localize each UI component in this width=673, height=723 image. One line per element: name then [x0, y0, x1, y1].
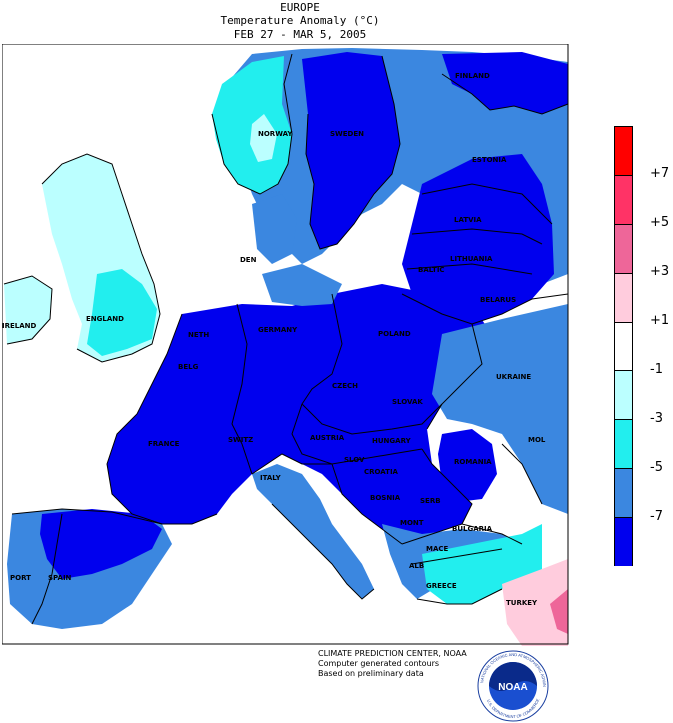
- label-spain: SPAIN: [48, 574, 72, 582]
- legend-swatch: [615, 127, 632, 176]
- label-belarus: BELARUS: [480, 296, 516, 304]
- label-austria: AUSTRIA: [310, 434, 345, 442]
- legend-tick: +5: [650, 215, 670, 230]
- label-switz: SWITZ: [228, 436, 253, 444]
- anomaly-zone-norway-core: [250, 114, 277, 162]
- legend-swatch: [615, 322, 632, 372]
- legend-tick: +1: [650, 313, 670, 328]
- label-turkey: TURKEY: [506, 599, 538, 607]
- label-bosnia: BOSNIA: [370, 494, 401, 502]
- anomaly-zone-central-europe: [107, 284, 492, 544]
- anomaly-zone-denmark: [252, 194, 297, 264]
- legend-swatch: [615, 224, 632, 274]
- label-mace: MACE: [426, 545, 449, 553]
- label-baltic: BALTIC: [418, 266, 445, 274]
- label-latvia: LATVIA: [454, 216, 482, 224]
- label-den: DEN: [240, 256, 257, 264]
- label-england: ENGLAND: [86, 315, 124, 323]
- label-germany: GERMANY: [258, 326, 298, 334]
- anomaly-zone-spain-core: [40, 509, 162, 579]
- label-greece: GREECE: [426, 582, 457, 590]
- label-slov: SLOV: [344, 456, 365, 464]
- label-czech: CZECH: [332, 382, 358, 390]
- anomaly-zone-finland: [442, 52, 568, 114]
- anomaly-zone-ireland: [4, 276, 52, 344]
- anomaly-zone-baltic: [402, 154, 554, 324]
- label-slovak: SLOVAK: [392, 398, 423, 406]
- anomaly-zone-turkey: [502, 559, 568, 646]
- label-bulgaria: BULGARIA: [452, 525, 493, 533]
- anomaly-zone-turkey-core: [550, 589, 568, 634]
- legend-tick: +7: [650, 166, 670, 181]
- anomaly-zone-ukraine: [432, 304, 568, 514]
- legend-tick: -3: [650, 411, 663, 426]
- label-ukraine: UKRAINE: [496, 373, 531, 381]
- label-neth: NETH: [188, 331, 209, 339]
- anomaly-zone-romania: [438, 429, 497, 502]
- anomaly-zone-italy: [252, 464, 374, 599]
- legend-swatch: [615, 175, 632, 225]
- color-scale-legend: [614, 126, 633, 566]
- legend-tick: -1: [650, 362, 663, 377]
- label-romania: ROMANIA: [454, 458, 492, 466]
- legend-tick: -7: [650, 509, 663, 524]
- label-alb: ALB: [409, 562, 424, 570]
- label-hungary: HUNGARY: [372, 437, 412, 445]
- legend-swatch: [615, 371, 632, 421]
- legend-swatch: [615, 420, 632, 470]
- map-title: EUROPE: [280, 1, 320, 14]
- credit-line-1: CLIMATE PREDICTION CENTER, NOAA: [318, 649, 467, 658]
- label-sweden: SWEDEN: [330, 130, 364, 138]
- label-norway: NORWAY: [258, 130, 293, 138]
- label-croatia: CROATIA: [364, 468, 399, 476]
- label-serb: SERB: [420, 497, 441, 505]
- label-france: FRANCE: [148, 440, 180, 448]
- label-mol: MOL: [528, 436, 546, 444]
- label-mont: MONT: [400, 519, 424, 527]
- map-period: FEB 27 - MAR 5, 2005: [233, 28, 367, 41]
- legend-swatch: [615, 273, 632, 323]
- label-ireland: IRELAND: [2, 322, 37, 330]
- map-subtitle: Temperature Anomaly (°C): [220, 14, 380, 27]
- legend-swatch: [615, 518, 632, 566]
- country-borders: [2, 44, 569, 645]
- label-poland: POLAND: [378, 330, 411, 338]
- anomaly-zone-sweden: [302, 52, 400, 249]
- legend-tick: +3: [650, 264, 670, 279]
- anomaly-zone-england: [87, 269, 157, 356]
- anomaly-zone-north-germany: [262, 264, 342, 306]
- credit-line-3: Based on preliminary data: [318, 669, 424, 678]
- noaa-logo: NOAA NATIONAL OCEANIC AND ATMOSPHERIC AD…: [475, 650, 549, 722]
- anomaly-map: FINLAND SWEDEN NORWAY ESTONIA LATVIA LIT…: [2, 44, 570, 646]
- label-belg: BELG: [178, 363, 199, 371]
- label-finland: FINLAND: [455, 72, 490, 80]
- legend-swatch: [615, 469, 632, 519]
- noaa-logo-text: NOAA: [498, 682, 527, 693]
- credit-line-2: Computer generated contours: [318, 659, 440, 668]
- label-italy: ITALY: [260, 474, 282, 482]
- label-lithuania: LITHUANIA: [450, 255, 493, 263]
- label-port: PORT: [10, 574, 31, 582]
- label-estonia: ESTONIA: [472, 156, 507, 164]
- legend-tick: -5: [650, 460, 663, 475]
